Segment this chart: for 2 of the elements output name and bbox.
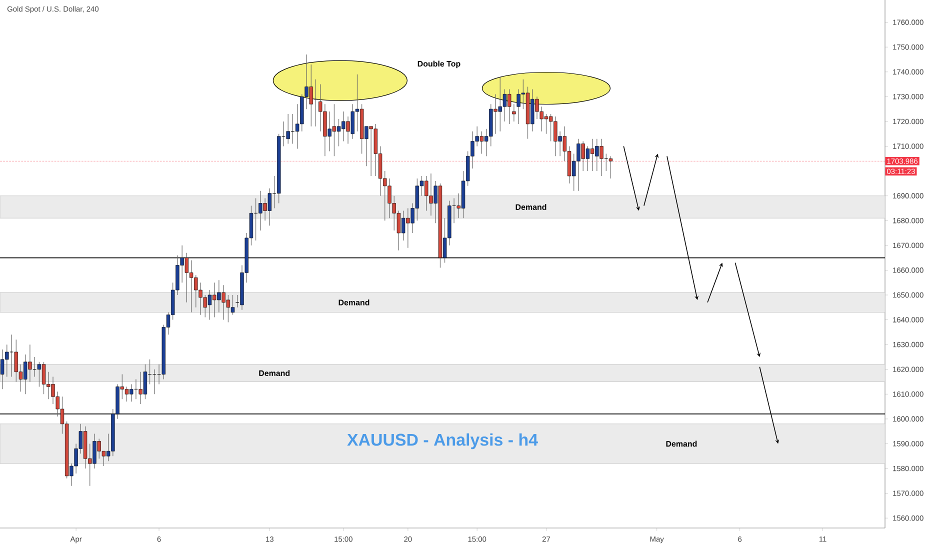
- candlestick: [608, 156, 613, 179]
- annotation: XAUUSD - Analysis - h4: [347, 433, 538, 450]
